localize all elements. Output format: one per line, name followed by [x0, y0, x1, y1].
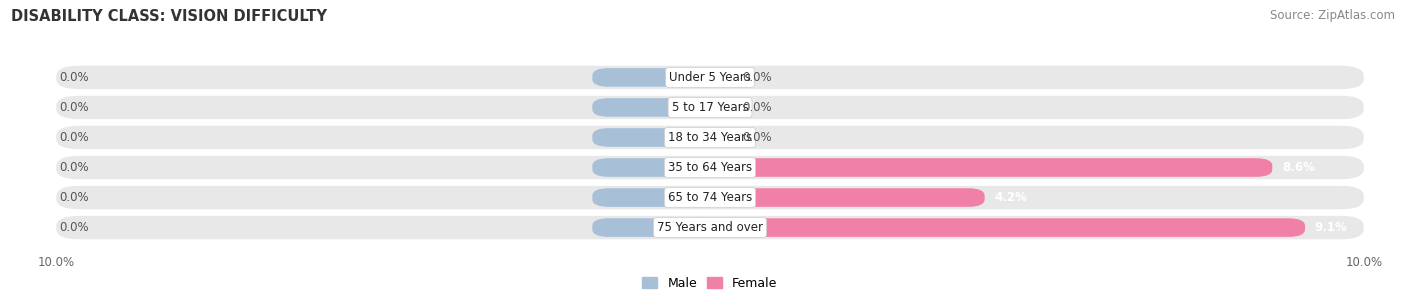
Text: 0.0%: 0.0% — [59, 101, 89, 114]
Text: 0.0%: 0.0% — [59, 191, 89, 204]
Text: Under 5 Years: Under 5 Years — [669, 71, 751, 84]
Text: 0.0%: 0.0% — [742, 131, 772, 144]
FancyBboxPatch shape — [56, 96, 1364, 119]
FancyBboxPatch shape — [56, 186, 1364, 209]
FancyBboxPatch shape — [710, 218, 1305, 237]
Text: 35 to 64 Years: 35 to 64 Years — [668, 161, 752, 174]
FancyBboxPatch shape — [710, 158, 1272, 177]
FancyBboxPatch shape — [56, 66, 1364, 89]
Text: 0.0%: 0.0% — [59, 161, 89, 174]
FancyBboxPatch shape — [592, 128, 710, 147]
FancyBboxPatch shape — [56, 156, 1364, 179]
FancyBboxPatch shape — [592, 188, 710, 207]
Text: 0.0%: 0.0% — [59, 221, 89, 234]
Text: DISABILITY CLASS: VISION DIFFICULTY: DISABILITY CLASS: VISION DIFFICULTY — [11, 9, 328, 24]
FancyBboxPatch shape — [592, 98, 710, 117]
Text: 0.0%: 0.0% — [59, 71, 89, 84]
FancyBboxPatch shape — [56, 126, 1364, 149]
Text: 9.1%: 9.1% — [1315, 221, 1347, 234]
Text: 0.0%: 0.0% — [742, 101, 772, 114]
Legend: Male, Female: Male, Female — [637, 272, 783, 295]
FancyBboxPatch shape — [592, 68, 710, 87]
Text: 65 to 74 Years: 65 to 74 Years — [668, 191, 752, 204]
Text: 0.0%: 0.0% — [59, 131, 89, 144]
Text: 8.6%: 8.6% — [1282, 161, 1315, 174]
Text: Source: ZipAtlas.com: Source: ZipAtlas.com — [1270, 9, 1395, 22]
FancyBboxPatch shape — [710, 188, 984, 207]
FancyBboxPatch shape — [592, 218, 710, 237]
Text: 5 to 17 Years: 5 to 17 Years — [672, 101, 748, 114]
Text: 75 Years and over: 75 Years and over — [657, 221, 763, 234]
Text: 0.0%: 0.0% — [742, 71, 772, 84]
Text: 18 to 34 Years: 18 to 34 Years — [668, 131, 752, 144]
FancyBboxPatch shape — [592, 158, 710, 177]
Text: 4.2%: 4.2% — [994, 191, 1028, 204]
FancyBboxPatch shape — [56, 216, 1364, 239]
